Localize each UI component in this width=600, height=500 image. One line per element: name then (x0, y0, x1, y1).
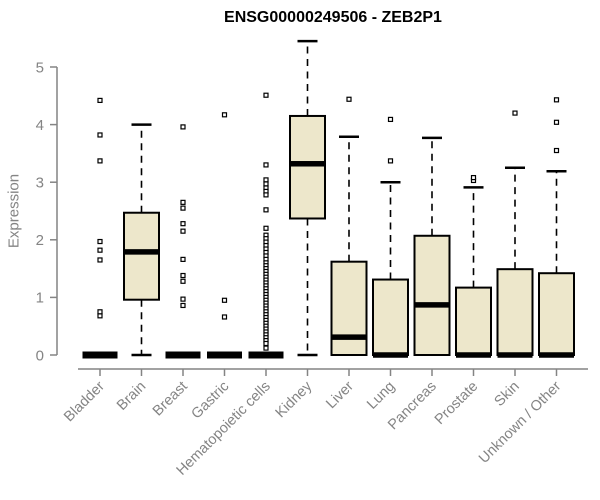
y-tick-label: 3 (36, 174, 44, 191)
box-Lung (372, 278, 409, 357)
median-line (331, 334, 367, 340)
outlier-point (180, 256, 186, 262)
outlier-point (512, 110, 518, 116)
outlier-point (180, 205, 186, 211)
outlier-point (180, 278, 186, 284)
outlier-point (263, 92, 269, 98)
outlier-point (263, 225, 269, 231)
outlier-point (263, 181, 269, 187)
outlier-point (553, 119, 560, 125)
box-Liver (330, 260, 368, 356)
outlier-point (97, 313, 103, 319)
outlier-point (97, 158, 103, 164)
median-line (124, 249, 159, 255)
outlier-point (180, 296, 186, 302)
x-tick-label: Breast (150, 379, 191, 420)
box-collapsed-Bladder (82, 351, 118, 359)
box-collapsed-Gastric (207, 351, 242, 359)
outlier-point (97, 309, 103, 315)
outlier-point (97, 247, 103, 253)
x-tick-label: Bladder (61, 378, 108, 425)
box-collapsed-Breast (165, 351, 201, 359)
box-Pancreas (413, 234, 451, 357)
outlier-point (263, 177, 269, 183)
chart-title: ENSG00000249506 - ZEB2P1 (224, 9, 442, 26)
outlier-point (263, 345, 269, 351)
x-tick-label: Prostate (432, 379, 481, 428)
outlier-point (387, 116, 394, 123)
outlier-point (221, 314, 228, 320)
box-Prostate (455, 286, 492, 356)
box-Unknown / Other (538, 272, 575, 357)
outlier-point (180, 302, 186, 309)
outlier-point (346, 96, 352, 102)
outlier-point (97, 97, 103, 104)
box-Skin (496, 268, 534, 356)
box-Kidney (289, 114, 326, 220)
outlier-point (553, 97, 560, 103)
outlier-point (263, 162, 269, 168)
x-tick-label: Kidney (273, 378, 316, 421)
box-collapsed-Hematopoietic cells (248, 351, 284, 359)
outlier-point (180, 228, 186, 234)
median-line (456, 352, 491, 358)
outlier-point (263, 192, 269, 198)
outlier-point (180, 272, 186, 279)
x-tick-label: Liver (323, 378, 357, 412)
outlier-point (97, 238, 103, 245)
y-tick-label: 4 (36, 117, 44, 134)
y-tick-label: 0 (36, 347, 44, 364)
outlier-point (221, 112, 228, 118)
outlier-point (97, 132, 103, 138)
outlier-point (263, 340, 269, 347)
outlier-point (97, 257, 103, 263)
median-line (414, 302, 450, 308)
x-tick-label: Lung (364, 379, 398, 413)
y-tick-label: 1 (36, 290, 44, 307)
y-tick-label: 5 (36, 59, 44, 76)
outlier-point (387, 158, 394, 164)
median-line (539, 352, 574, 358)
x-tick-label: Skin (492, 379, 523, 410)
outlier-point (221, 297, 228, 303)
outlier-point (180, 199, 186, 205)
median-line (497, 352, 533, 358)
outlier-point (180, 221, 186, 227)
box-Brain (123, 211, 160, 301)
outlier-point (180, 124, 186, 130)
median-line (373, 352, 408, 358)
outlier-point (263, 207, 269, 213)
median-line (290, 161, 325, 167)
outlier-point (470, 174, 477, 181)
y-tick-label: 2 (36, 232, 44, 249)
x-tick-label: Brain (114, 379, 149, 414)
outlier-point (553, 147, 560, 154)
